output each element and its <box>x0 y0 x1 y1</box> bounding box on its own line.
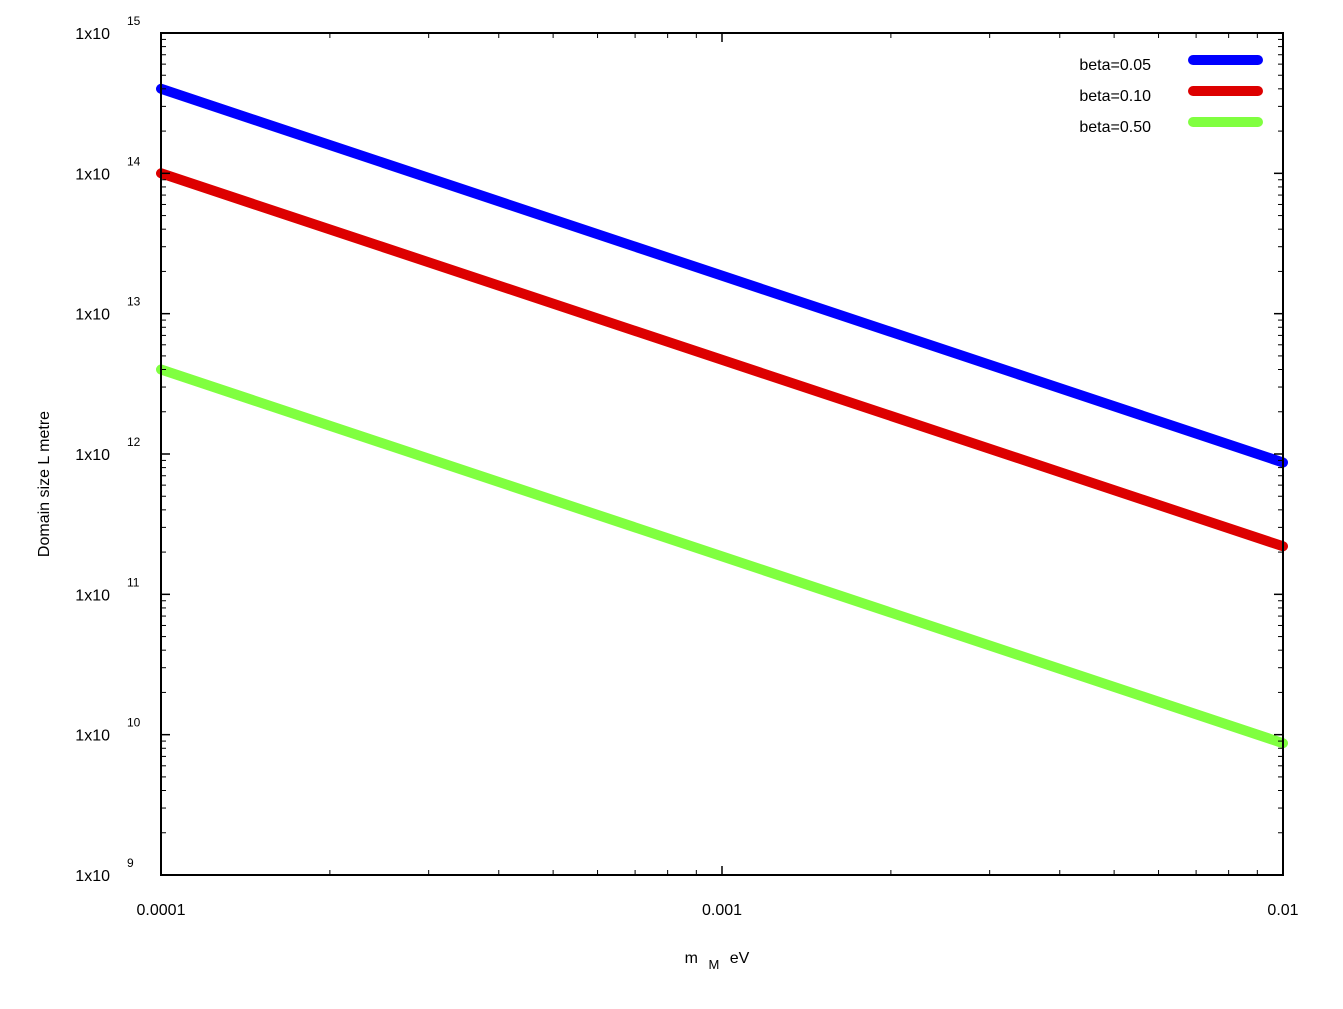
x-axis-label-unit: eV <box>730 950 750 967</box>
y-tick-label-exponent: 15 <box>127 14 141 28</box>
y-tick-label-base: 1x10 <box>75 166 110 183</box>
y-tick-label-exponent: 13 <box>127 295 141 309</box>
series-line-3 <box>156 364 1288 749</box>
x-tick-label: 0.0001 <box>137 902 186 919</box>
y-tick-label-base: 1x10 <box>75 307 110 324</box>
x-tick-label: 0.01 <box>1267 902 1298 919</box>
y-axis-label: Domain size L metre <box>36 411 53 557</box>
y-tick-label-base: 1x10 <box>75 587 110 604</box>
y-tick-label: 1x10 <box>75 728 110 745</box>
x-axis-label-sub: M <box>708 957 719 972</box>
x-tick-label: 0.001 <box>702 902 742 919</box>
legend-label-1: beta=0.05 <box>1079 57 1151 74</box>
y-tick-label: 1x10 <box>75 868 110 885</box>
y-tick-label: 1x10 <box>75 307 110 324</box>
y-tick-label-base: 1x10 <box>75 868 110 885</box>
legend: beta=0.05 beta=0.10 beta=0.50 <box>1079 55 1263 136</box>
y-tick-label-base: 1x10 <box>75 728 110 745</box>
y-tick-label-exponent: 12 <box>127 435 141 449</box>
y-tick-label-exponent: 14 <box>127 154 141 168</box>
y-tick-label: 1x10 <box>75 166 110 183</box>
plot-frame <box>160 32 1284 876</box>
y-tick-label-exponent: 10 <box>127 716 141 730</box>
y-tick-label-exponent: 9 <box>127 856 134 870</box>
ticks-layer: 1x10 9 1x10 10 1x10 11 1x10 12 1x10 13 1x10 14 1x10 1… <box>75 14 1298 919</box>
legend-label-2: beta=0.10 <box>1079 88 1151 105</box>
y-tick-label-base: 1x10 <box>75 447 110 464</box>
series-line-2 <box>156 168 1288 552</box>
x-axis-label: m M eV <box>685 950 750 973</box>
x-axis-label-main: m <box>685 950 698 967</box>
y-tick-label: 1x10 <box>75 587 110 604</box>
y-tick-label: 1x10 <box>75 447 110 464</box>
y-tick-label: 1x10 <box>75 26 110 43</box>
y-tick-label-exponent: 11 <box>127 575 140 589</box>
legend-label-3: beta=0.50 <box>1079 119 1151 136</box>
series-layer <box>156 83 1288 749</box>
y-tick-label-base: 1x10 <box>75 26 110 43</box>
series-line-1 <box>156 83 1288 468</box>
